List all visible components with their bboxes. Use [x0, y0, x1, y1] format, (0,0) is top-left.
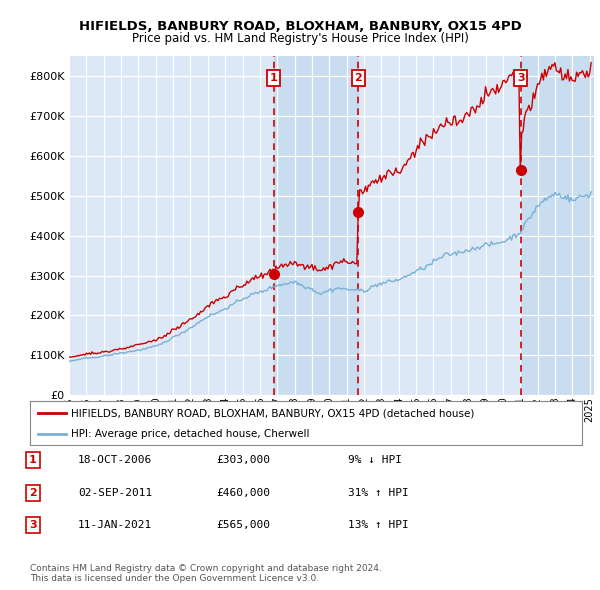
Text: 1: 1: [270, 73, 278, 83]
Text: 13% ↑ HPI: 13% ↑ HPI: [348, 520, 409, 530]
Text: 3: 3: [517, 73, 524, 83]
Text: 2: 2: [29, 488, 37, 497]
Text: 9% ↓ HPI: 9% ↓ HPI: [348, 455, 402, 465]
Text: 31% ↑ HPI: 31% ↑ HPI: [348, 488, 409, 497]
Text: £303,000: £303,000: [216, 455, 270, 465]
Text: 1: 1: [29, 455, 37, 465]
Text: £565,000: £565,000: [216, 520, 270, 530]
Bar: [274, 56, 358, 395]
Text: £460,000: £460,000: [216, 488, 270, 497]
Bar: [521, 56, 594, 395]
Text: 2: 2: [355, 73, 362, 83]
Text: 11-JAN-2021: 11-JAN-2021: [78, 520, 152, 530]
Text: Price paid vs. HM Land Registry's House Price Index (HPI): Price paid vs. HM Land Registry's House …: [131, 32, 469, 45]
Text: HIFIELDS, BANBURY ROAD, BLOXHAM, BANBURY, OX15 4PD (detached house): HIFIELDS, BANBURY ROAD, BLOXHAM, BANBURY…: [71, 408, 475, 418]
Text: 02-SEP-2011: 02-SEP-2011: [78, 488, 152, 497]
Text: HIFIELDS, BANBURY ROAD, BLOXHAM, BANBURY, OX15 4PD: HIFIELDS, BANBURY ROAD, BLOXHAM, BANBURY…: [79, 20, 521, 33]
Text: HPI: Average price, detached house, Cherwell: HPI: Average price, detached house, Cher…: [71, 428, 310, 438]
Text: Contains HM Land Registry data © Crown copyright and database right 2024.
This d: Contains HM Land Registry data © Crown c…: [30, 563, 382, 583]
Text: 3: 3: [29, 520, 37, 530]
Text: 18-OCT-2006: 18-OCT-2006: [78, 455, 152, 465]
